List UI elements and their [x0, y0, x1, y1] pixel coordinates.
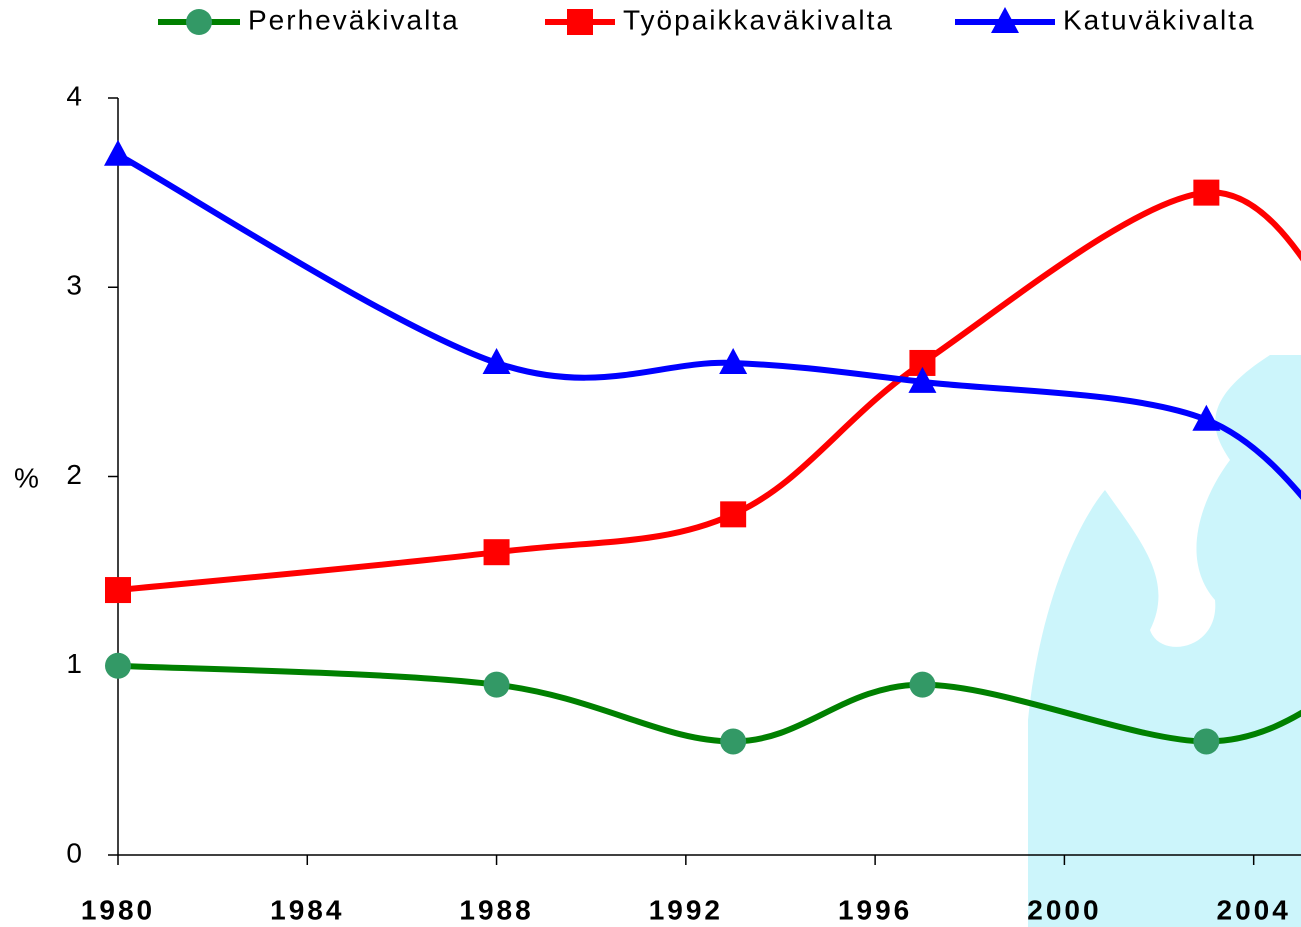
- plot-area: [104, 139, 1301, 755]
- data-point: [720, 501, 747, 528]
- legend-item: Katuväkivalta: [955, 4, 1256, 35]
- data-point: [105, 577, 131, 604]
- data-point: [1192, 404, 1221, 431]
- y-tick-label: 0: [66, 837, 82, 868]
- data-point: [719, 347, 748, 374]
- data-point: [909, 671, 936, 698]
- data-point: [908, 366, 937, 393]
- x-tick-label: 1992: [649, 894, 723, 925]
- legend-item: Perheväkivalta: [158, 4, 460, 35]
- legend-marker: [991, 7, 1019, 33]
- x-tick-label: 1996: [838, 894, 912, 925]
- series-line: [116, 152, 1301, 500]
- data-point: [104, 139, 132, 166]
- data-point: [105, 652, 131, 679]
- data-point: [483, 671, 510, 698]
- x-tick-label: 2000: [1027, 894, 1101, 925]
- legend-label: Työpaikkaväkivalta: [623, 4, 894, 35]
- legend-marker: [186, 9, 212, 35]
- data-point: [482, 347, 511, 374]
- y-tick-label: 2: [66, 459, 82, 490]
- data-point: [720, 728, 747, 755]
- legend-label: Katuväkivalta: [1063, 4, 1256, 35]
- x-tick-label: 1980: [81, 894, 155, 925]
- legend-marker: [567, 9, 593, 35]
- y-axis-label: %: [14, 462, 39, 493]
- y-tick-label: 3: [66, 270, 82, 301]
- x-tick-label: 1984: [270, 894, 344, 925]
- y-tick-label: 1: [66, 648, 82, 679]
- data-point: [483, 539, 510, 566]
- legend-label: Perheväkivalta: [248, 4, 460, 35]
- y-tick-label: 4: [66, 80, 82, 111]
- data-point: [1193, 179, 1220, 206]
- data-point: [1193, 728, 1220, 755]
- legend-item: Työpaikkaväkivalta: [545, 4, 894, 35]
- x-tick-label: 2004: [1217, 894, 1291, 925]
- watermark: [1028, 355, 1301, 927]
- x-tick-label: 1988: [459, 894, 533, 925]
